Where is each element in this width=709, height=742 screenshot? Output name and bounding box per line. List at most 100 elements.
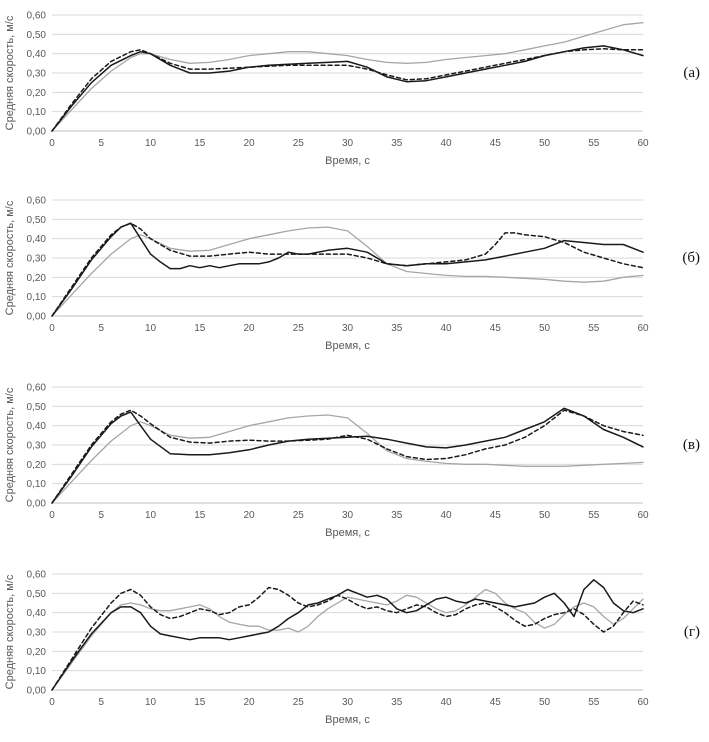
x-tick-label: 0 [49,697,55,708]
x-tick-label: 10 [145,323,157,334]
x-tick-label: 60 [637,510,649,521]
x-tick-label: 5 [98,138,104,149]
x-tick-label: 0 [49,510,55,521]
y-tick-label: 0,20 [27,647,47,658]
x-tick-label: 55 [588,138,600,149]
y-axis-label: Средняя скорость, м/с [4,200,16,315]
y-tick-label: 0,40 [27,421,47,432]
series-line-black [51,579,644,691]
x-tick-label: 35 [391,323,403,334]
x-tick-label: 30 [342,323,354,334]
y-tick-label: 0,60 [27,570,47,581]
y-tick-label: 0,20 [27,88,47,99]
y-tick-label: 0,30 [27,254,47,265]
x-tick-label: 45 [490,697,502,708]
y-tick-label: 0,00 [27,686,47,697]
x-tick-label: 0 [49,323,55,334]
chart-panel-v: 0,00 0,10 0,20 0,30 0,40 0,50 0,60 0 5 10 15 20 25 30… [0,372,709,552]
y-tick-label: 0,10 [27,292,47,303]
x-tick-label: 50 [539,138,551,149]
x-tick-label: 50 [539,323,551,334]
y-tick-label: 0,30 [27,69,47,80]
y-tick-label: 0,10 [27,479,47,490]
y-tick-label: 0,50 [27,589,47,600]
y-axis-label: Средняя скорость, м/с [4,387,16,502]
x-tick-label: 45 [490,138,502,149]
x-axis-label: Время, с [325,155,370,167]
series-line-gray [51,588,644,691]
y-tick-label: 0,60 [27,383,47,394]
x-tick-label: 40 [440,323,452,334]
panel-label-g: (г) [684,624,700,640]
x-tick-label: 50 [539,510,551,521]
x-tick-label: 20 [243,697,255,708]
y-tick-label: 0,50 [27,402,47,413]
x-tick-label: 25 [293,697,305,708]
x-tick-label: 40 [440,138,452,149]
x-tick-label: 35 [391,697,403,708]
x-tick-label: 30 [342,697,354,708]
x-tick-label: 0 [49,138,55,149]
x-tick-label: 60 [637,697,649,708]
x-tick-label: 40 [440,697,452,708]
series-line-dashed [51,586,644,691]
x-tick-label: 60 [637,323,649,334]
x-tick-label: 55 [588,510,600,521]
chart-svg-a: 0,00 0,10 0,20 0,30 0,40 0,50 0,60 0 5 10 15 20 25 30… [4,11,700,168]
x-tick-label: 45 [490,323,502,334]
series-line-dashed [51,222,644,317]
y-tick-label: 0,20 [27,460,47,471]
x-tick-label: 5 [98,697,104,708]
y-tick-label: 0,00 [27,127,47,138]
y-axis-label: Средняя скорость, м/с [4,15,16,130]
y-tick-label: 0,30 [27,441,47,452]
series-line-gray [51,226,644,317]
x-tick-label: 50 [539,697,551,708]
x-tick-label: 55 [588,323,600,334]
x-tick-label: 25 [293,510,305,521]
x-tick-label: 30 [342,510,354,521]
series-line-gray [51,22,644,132]
y-tick-label: 0,40 [27,234,47,245]
x-tick-label: 10 [145,138,157,149]
series-line-black [51,222,644,317]
series-line-black [51,407,644,504]
x-tick-label: 30 [342,138,354,149]
x-tick-label: 15 [194,510,206,521]
x-axis-label: Время, с [325,340,370,352]
x-tick-label: 45 [490,510,502,521]
x-tick-label: 25 [293,323,305,334]
chart-panel-a: 0,00 0,10 0,20 0,30 0,40 0,50 0,60 0 5 10 15 20 25 30… [0,0,709,180]
x-tick-label: 40 [440,510,452,521]
y-tick-label: 0,60 [27,11,47,22]
panel-label-b: (б) [682,250,700,266]
x-tick-label: 5 [98,510,104,521]
x-tick-label: 55 [588,697,600,708]
x-axis-label: Время, с [325,527,370,539]
x-tick-label: 15 [194,697,206,708]
y-tick-label: 0,10 [27,666,47,677]
y-tick-label: 0,50 [27,215,47,226]
series-line-gray [51,414,644,504]
series-line-dashed [51,409,644,504]
y-axis-label: Средняя скорость, м/с [4,574,16,689]
y-tick-label: 0,20 [27,273,47,284]
chart-panel-b: 0,00 0,10 0,20 0,30 0,40 0,50 0,60 0 5 10 15 20 25 30… [0,185,709,365]
y-tick-label: 0,10 [27,107,47,118]
x-tick-label: 15 [194,138,206,149]
x-tick-label: 35 [391,138,403,149]
y-tick-label: 0,00 [27,499,47,510]
x-tick-label: 25 [293,138,305,149]
chart-svg-g: 0,00 0,10 0,20 0,30 0,40 0,50 0,60 0 5 10 15 20 25 30… [4,570,700,727]
chart-svg-b: 0,00 0,10 0,20 0,30 0,40 0,50 0,60 0 5 10 15 20 25 30… [4,196,700,353]
x-tick-label: 5 [98,323,104,334]
y-tick-label: 0,60 [27,196,47,207]
y-tick-label: 0,50 [27,30,47,41]
x-tick-label: 10 [145,510,157,521]
x-tick-label: 60 [637,138,649,149]
panel-label-a: (а) [683,65,700,81]
panel-label-v: (в) [683,437,700,453]
x-tick-label: 20 [243,323,255,334]
x-tick-label: 20 [243,138,255,149]
chart-svg-v: 0,00 0,10 0,20 0,30 0,40 0,50 0,60 0 5 10 15 20 25 30… [4,383,700,540]
